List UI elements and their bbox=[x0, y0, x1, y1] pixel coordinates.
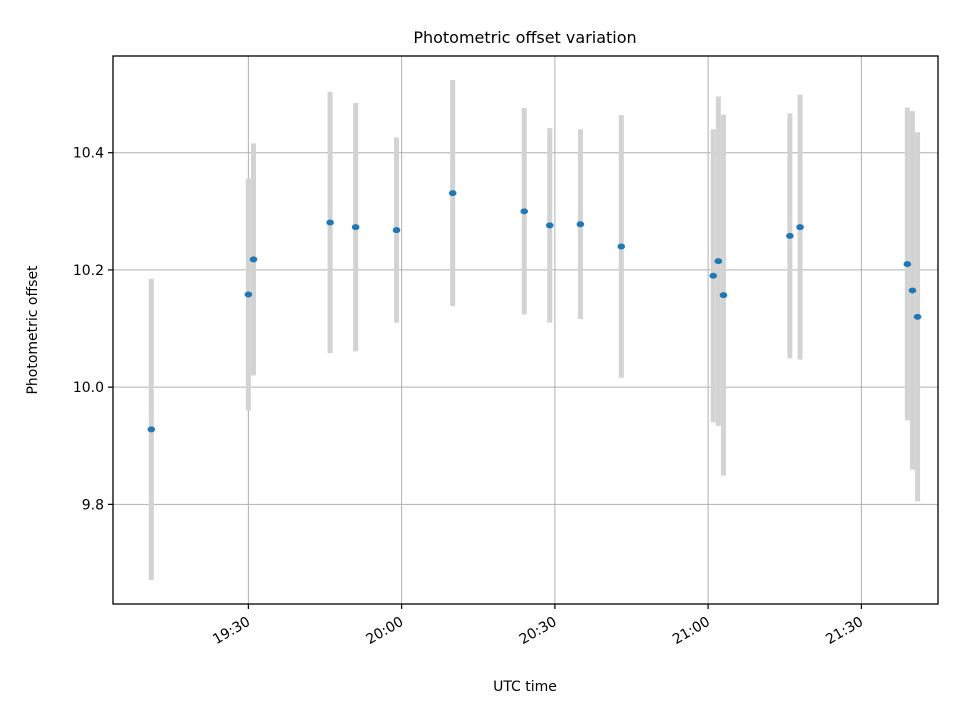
y-tick-label: 10.2 bbox=[73, 263, 104, 279]
data-point bbox=[392, 227, 401, 234]
y-tick-label: 10.4 bbox=[73, 146, 104, 162]
data-point bbox=[249, 256, 258, 263]
data-point bbox=[448, 190, 457, 197]
data-point bbox=[545, 222, 554, 229]
plot-frame bbox=[112, 55, 939, 605]
data-point bbox=[617, 243, 626, 250]
chart-title: Photometric offset variation bbox=[413, 28, 636, 47]
x-axis-label: UTC time bbox=[493, 679, 557, 695]
data-point bbox=[913, 313, 922, 320]
y-axis-ticks: 9.8 10.0 10.2 10.4 bbox=[73, 146, 113, 513]
data-point bbox=[719, 292, 728, 299]
data-point bbox=[709, 272, 718, 279]
data-point bbox=[796, 224, 804, 231]
data-point bbox=[147, 426, 156, 433]
data-point bbox=[714, 258, 723, 265]
data-point bbox=[326, 219, 334, 226]
data-point bbox=[520, 208, 529, 215]
data-point bbox=[576, 221, 585, 228]
data-points bbox=[147, 190, 922, 433]
y-tick-label: 10.0 bbox=[73, 380, 104, 396]
data-point bbox=[908, 287, 917, 294]
data-point bbox=[903, 261, 912, 268]
y-axis-label: Photometric offset bbox=[25, 265, 41, 395]
data-point bbox=[244, 291, 253, 298]
data-point bbox=[786, 232, 794, 239]
y-tick-label: 9.8 bbox=[82, 497, 104, 513]
data-point bbox=[351, 224, 360, 231]
